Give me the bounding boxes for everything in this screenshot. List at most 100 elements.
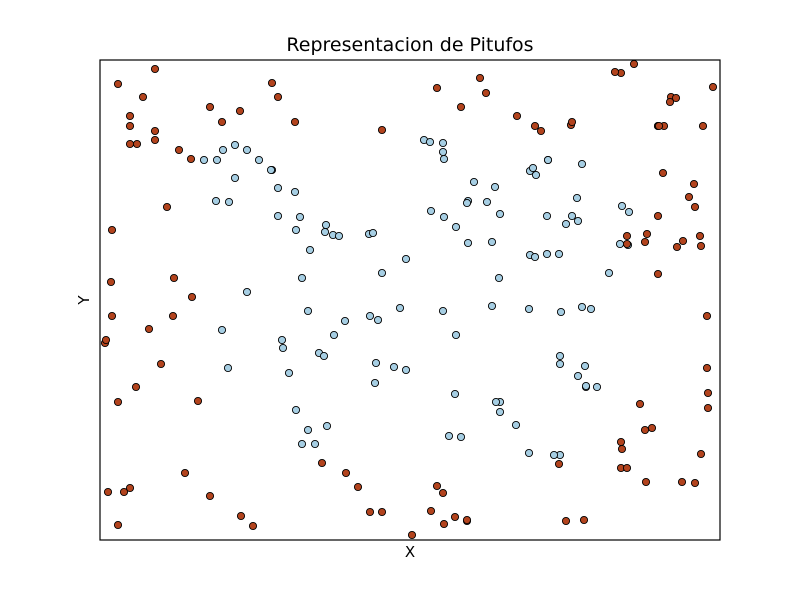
scatter-point-series-0-100	[549, 450, 559, 460]
scatter-point-series-1-14	[267, 78, 277, 88]
scatter-point-series-1-62	[554, 459, 564, 469]
scatter-point-series-0-94	[555, 359, 565, 369]
scatter-point-series-1-56	[456, 102, 466, 112]
scatter-point-series-1-94	[640, 425, 650, 435]
scatter-point-series-0-23	[320, 227, 330, 237]
scatter-point-series-0-95	[580, 361, 590, 371]
scatter-point-series-1-8	[150, 126, 160, 136]
scatter-point-series-1-27	[101, 335, 111, 345]
scatter-point-series-1-61	[567, 117, 577, 127]
scatter-point-series-0-42	[377, 268, 387, 278]
scatter-point-series-0-109	[624, 207, 634, 217]
scatter-point-series-1-18	[107, 225, 117, 235]
scatter-point-series-1-20	[187, 292, 197, 302]
scatter-point-series-1-10	[186, 154, 196, 164]
scatter-point-series-1-31	[103, 487, 113, 497]
scatter-point-series-1-38	[248, 521, 258, 531]
scatter-point-series-0-63	[462, 198, 472, 208]
scatter-point-series-1-24	[144, 324, 154, 334]
scatter-point-series-1-32	[119, 487, 129, 497]
points-layer	[100, 59, 718, 540]
scatter-point-series-1-30	[193, 396, 203, 406]
scatter-point-series-0-11	[290, 187, 300, 197]
scatter-point-series-1-64	[579, 515, 589, 525]
scatter-point-series-1-22	[106, 277, 116, 287]
scatter-point-series-0-35	[297, 439, 307, 449]
scatter-point-series-0-54	[426, 206, 436, 216]
scatter-point-series-0-22	[321, 220, 331, 230]
scatter-point-series-0-69	[451, 222, 461, 232]
scatter-point-series-0-8	[242, 145, 252, 155]
scatter-point-series-1-6	[132, 139, 142, 149]
scatter-point-series-0-74	[528, 163, 538, 173]
chart-title: Representacion de Pitufos	[286, 34, 534, 56]
scatter-point-series-1-84	[695, 231, 705, 241]
scatter-point-series-0-12	[273, 211, 283, 221]
scatter-point-series-1-96	[653, 211, 663, 221]
scatter-point-series-1-50	[439, 519, 449, 529]
scatter-point-series-1-23	[107, 311, 117, 321]
scatter-point-series-0-77	[542, 211, 552, 221]
x-axis-label: X	[404, 543, 416, 561]
scatter-point-series-1-37	[236, 511, 246, 521]
scatter-point-series-0-10	[266, 165, 276, 175]
scatter-point-series-0-103	[491, 397, 501, 407]
scatter-point-series-1-33	[125, 483, 135, 493]
scatter-point-series-0-87	[577, 159, 587, 169]
scatter-point-series-1-73	[642, 229, 652, 239]
scatter-point-series-1-90	[708, 82, 718, 92]
scatter-point-series-1-39	[317, 458, 327, 468]
scatter-point-series-0-7	[230, 173, 240, 183]
scatter-point-series-1-86	[702, 311, 712, 321]
scatter-point-series-0-19	[295, 212, 305, 222]
scatter-point-series-1-46	[450, 512, 460, 522]
scatter-point-series-0-90	[556, 307, 566, 317]
scatter-point-series-0-71	[456, 432, 466, 442]
scatter-point-series-1-53	[432, 83, 442, 93]
scatter-point-series-1-104	[690, 478, 700, 488]
scatter-point-series-1-16	[290, 117, 300, 127]
scatter-point-series-0-30	[278, 343, 288, 353]
scatter-point-series-1-93	[622, 239, 632, 249]
scatter-point-series-0-25	[297, 273, 307, 283]
scatter-point-series-0-66	[494, 273, 504, 283]
scatter-point-series-1-98	[654, 121, 664, 131]
scatter-point-series-0-81	[554, 249, 564, 259]
scatter-point-series-1-59	[536, 126, 546, 136]
scatter-point-series-1-28	[113, 397, 123, 407]
scatter-point-series-1-57	[512, 111, 522, 121]
scatter-point-series-0-104	[495, 407, 505, 417]
scatter-point-series-1-85	[696, 241, 706, 251]
scatter-point-series-1-80	[678, 236, 688, 246]
scatter-point-series-0-39	[368, 228, 378, 238]
scatter-point-series-0-72	[438, 306, 448, 316]
scatter-point-series-0-93	[555, 351, 565, 361]
scatter-point-series-1-13	[217, 117, 227, 127]
scatter-point-series-0-79	[573, 216, 583, 226]
scatter-point-series-1-21	[168, 311, 178, 321]
scatter-point-series-1-4	[150, 64, 160, 74]
scatter-point-series-1-99	[641, 477, 651, 487]
scatter-point-series-1-97	[653, 269, 663, 279]
scatter-point-series-1-9	[174, 145, 184, 155]
scatter-point-series-0-96	[592, 382, 602, 392]
scatter-point-series-0-106	[617, 201, 627, 211]
scatter-point-series-1-11	[205, 102, 215, 112]
scatter-point-series-1-44	[432, 481, 442, 491]
scatter-point-series-0-9	[273, 183, 283, 193]
scatter-point-series-0-17	[291, 225, 301, 235]
scatter-point-series-1-82	[689, 179, 699, 189]
scatter-point-series-1-66	[616, 437, 626, 447]
scatter-point-series-0-64	[487, 237, 497, 247]
scatter-point-series-1-48	[407, 530, 417, 540]
scatter-point-series-1-54	[475, 73, 485, 83]
scatter-point-series-1-0	[113, 79, 123, 89]
scatter-point-series-1-103	[622, 463, 632, 473]
scatter-point-series-1-91	[702, 363, 712, 373]
scatter-point-series-0-51	[438, 138, 448, 148]
scatter-point-series-1-35	[180, 468, 190, 478]
scatter-point-series-1-25	[156, 359, 166, 369]
scatter-point-series-1-40	[341, 468, 351, 478]
scatter-point-series-1-7	[150, 135, 160, 145]
scatter-point-series-1-100	[677, 477, 687, 487]
